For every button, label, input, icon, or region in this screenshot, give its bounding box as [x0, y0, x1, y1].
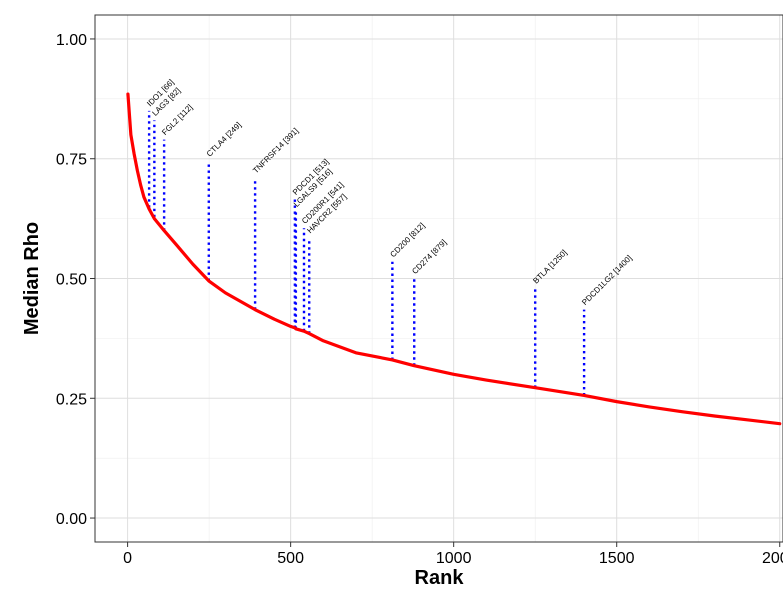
x-tick-label: 1500: [599, 550, 635, 567]
x-tick-label: 500: [277, 550, 304, 567]
x-tick-label: 1000: [436, 550, 472, 567]
x-axis: 0 500 1000 1500 2000: [123, 542, 783, 567]
x-tick-label: 2000: [762, 550, 783, 567]
y-tick-label: 0.75: [56, 152, 87, 169]
y-axis: 0.00 0.25 0.50 0.75 1.00: [56, 32, 95, 528]
series-line: [126, 92, 782, 426]
y-tick-label: 1.00: [56, 32, 87, 49]
x-axis-title: Rank: [415, 567, 465, 589]
y-axis-title: Median Rho: [21, 222, 43, 335]
x-tick-label: 0: [123, 550, 132, 567]
y-tick-label: 0.00: [56, 511, 87, 528]
y-tick-label: 0.50: [56, 272, 87, 289]
y-tick-label: 0.25: [56, 391, 87, 408]
